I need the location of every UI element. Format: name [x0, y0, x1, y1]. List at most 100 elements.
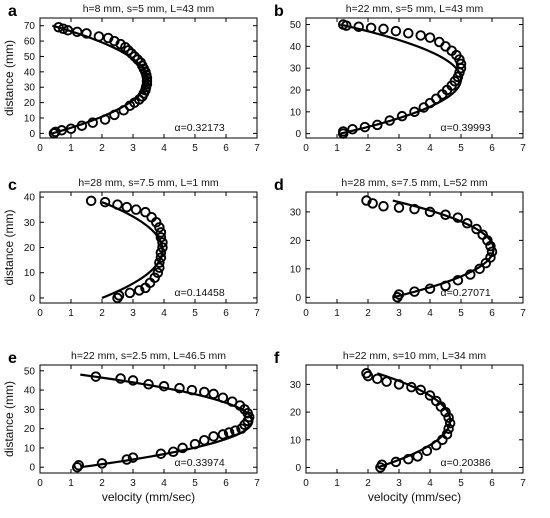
x-tick-label: 0 — [37, 478, 43, 489]
data-point — [62, 25, 74, 36]
data-point — [430, 440, 442, 451]
data-point — [378, 200, 389, 212]
y-tick-label: 0 — [295, 463, 301, 474]
panel-letter: f — [274, 350, 280, 367]
data-point — [199, 434, 210, 446]
panel-letter: c — [8, 177, 17, 194]
x-tick-label: 0 — [303, 308, 309, 319]
y-tick-label: 0 — [295, 293, 301, 304]
data-point — [130, 204, 142, 215]
panel-title: h=8 mm, s=5 mm, L=43 mm — [83, 3, 215, 15]
data-point — [403, 453, 414, 465]
data-point — [146, 211, 157, 223]
data-point — [226, 396, 238, 407]
data-point — [415, 30, 426, 41]
data-point — [174, 382, 185, 394]
data-point — [99, 196, 111, 208]
data-point — [90, 371, 102, 382]
data-point — [93, 31, 105, 42]
x-tick-label: 2 — [99, 308, 105, 319]
data-point — [384, 115, 395, 126]
panel-b: 0 1 2 3 4 5 6 7 0 10 20 30 40 50 h=22 mm, s=5 mm, L=43… — [274, 3, 526, 154]
panel-title: h=22 mm, s=10 mm, L=34 mm — [343, 350, 487, 362]
data-point — [337, 19, 349, 30]
data-point — [390, 25, 402, 37]
data-point — [177, 442, 188, 454]
x-tick-label: 4 — [161, 308, 167, 319]
data-point — [465, 269, 476, 280]
axes-frame — [305, 191, 524, 304]
data-point — [361, 195, 372, 206]
data-point — [415, 384, 426, 396]
y-tick-label: 40 — [290, 42, 302, 53]
y-tick-label: 70 — [24, 21, 36, 32]
data-point — [434, 36, 445, 48]
data-point — [443, 412, 454, 423]
data-point — [378, 23, 389, 35]
data-point — [486, 246, 498, 258]
x-tick-label: 2 — [365, 143, 371, 154]
x-tick-label: 5 — [458, 308, 464, 319]
data-point — [96, 458, 108, 469]
axes-frame — [305, 17, 524, 139]
x-tick-label: 3 — [130, 143, 136, 154]
data-point — [53, 21, 64, 33]
data-point — [199, 386, 210, 398]
data-point — [477, 229, 488, 240]
data-point — [157, 237, 168, 248]
x-tick-label: 0 — [37, 143, 43, 154]
x-tick-label: 1 — [68, 478, 74, 489]
data-point — [223, 427, 235, 438]
data-point — [372, 119, 383, 131]
y-tick-label: 20 — [290, 86, 302, 97]
y-tick-label: 10 — [24, 114, 36, 125]
data-point — [50, 126, 61, 138]
alpha-annotation: α=0.39993 — [441, 122, 491, 134]
data-point — [403, 28, 414, 39]
data-point — [396, 110, 408, 122]
y-axis-label: distance (mm) — [2, 40, 16, 116]
panel-title: h=28 mm, s=7.5 mm, L=52 mm — [341, 177, 487, 189]
y-tick-label: 10 — [290, 435, 302, 446]
x-tick-label: 7 — [254, 478, 260, 489]
x-tick-label: 4 — [427, 308, 433, 319]
x-tick-label: 4 — [427, 143, 433, 154]
data-point — [126, 48, 137, 59]
data-point — [461, 218, 473, 229]
data-point — [113, 290, 125, 301]
alpha-annotation: α=0.33974 — [175, 457, 225, 469]
data-point — [424, 206, 436, 218]
data-point — [452, 274, 464, 286]
x-tick-label: 1 — [334, 478, 340, 489]
x-tick-label: 3 — [396, 308, 402, 319]
data-point — [390, 456, 402, 468]
x-tick-label: 2 — [99, 143, 105, 154]
data-point — [361, 368, 372, 379]
data-point — [409, 286, 420, 297]
alpha-annotation: α=0.20386 — [441, 457, 491, 469]
data-point — [155, 247, 167, 258]
data-point — [155, 252, 167, 263]
data-point — [485, 240, 496, 252]
alpha-annotation: α=0.14458 — [175, 287, 225, 299]
data-point — [365, 22, 377, 34]
x-tick-label: 7 — [254, 143, 260, 154]
data-point — [409, 203, 420, 215]
x-tick-label: 0 — [303, 478, 309, 489]
y-tick-label: 40 — [24, 193, 36, 204]
data-point — [208, 388, 219, 400]
data-point — [444, 417, 456, 429]
y-tick-label: 30 — [290, 380, 302, 391]
x-tick-label: 6 — [489, 143, 495, 154]
axes-frame — [39, 364, 258, 474]
x-axis-label: velocity (mm/sec) — [102, 490, 195, 504]
x-axis-label: velocity (mm/sec) — [368, 490, 461, 504]
x-tick-label: 3 — [396, 478, 402, 489]
alpha-annotation: α=0.27071 — [441, 287, 491, 299]
y-tick-label: 0 — [29, 129, 35, 140]
data-point — [127, 452, 139, 463]
x-tick-label: 1 — [334, 143, 340, 154]
x-tick-label: 2 — [365, 478, 371, 489]
panel-letter: b — [274, 3, 284, 20]
